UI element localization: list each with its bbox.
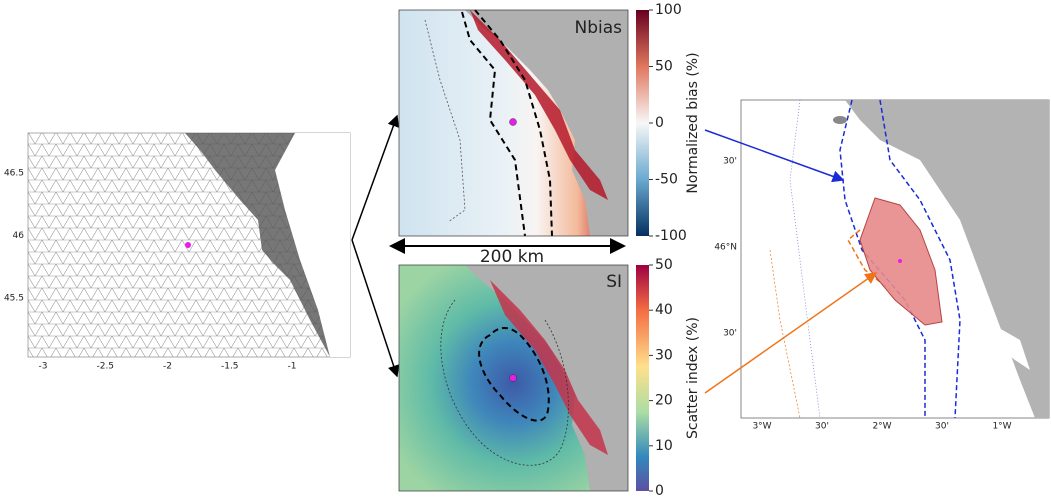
colorbar-tick-label: 100 <box>655 2 682 18</box>
x-tick-label: -3 <box>39 362 48 372</box>
x-tick-label: 1°W <box>992 422 1011 432</box>
panel-label: Nbias <box>574 18 622 38</box>
y-tick-label: 46 <box>13 231 25 241</box>
si-panel: SI <box>399 265 649 491</box>
y-tick-label: 30' <box>723 329 737 339</box>
colorbar-tick-label: 0 <box>655 115 664 131</box>
x-tick-label: 2°W <box>872 422 891 432</box>
x-tick-label: 3°W <box>752 422 771 432</box>
nbias-panel: Nbias <box>399 10 649 236</box>
colorbar-tick-label: 50 <box>655 257 673 273</box>
x-tick-label: -1.5 <box>221 362 239 372</box>
figure: Nbias 200 km SI 46.5 46 45.5 -3 -2.5 -2 -1.5 -1… <box>0 0 1051 497</box>
colorbar-tick-label: 50 <box>655 59 673 75</box>
arrow <box>352 240 397 376</box>
x-tick-label: -1 <box>288 362 297 372</box>
colorbar-tick-label: 0 <box>655 483 664 497</box>
mesh-panel <box>28 133 350 357</box>
buoy-marker <box>510 119 517 126</box>
colorbar-tick-label: 30 <box>655 347 673 363</box>
colorbar-label: Normalized bias (%) <box>685 52 701 193</box>
buoy-marker <box>898 259 902 263</box>
y-tick-label: 45.5 <box>4 294 24 304</box>
y-tick-label: 30' <box>723 157 737 167</box>
colorbar-label: Scatter index (%) <box>685 317 701 439</box>
colorbar <box>636 10 649 236</box>
colorbar-tick-label: 20 <box>655 393 673 409</box>
panel-label: SI <box>606 272 622 292</box>
island <box>833 116 847 124</box>
buoy-marker <box>185 242 191 248</box>
buoy-marker <box>510 375 517 382</box>
colorbar-tick-label: 40 <box>655 302 673 318</box>
scale-label: 200 km <box>480 247 544 267</box>
arrow <box>352 116 397 240</box>
x-tick-label: 30' <box>935 422 949 432</box>
colorbar-tick-label: -50 <box>655 172 678 188</box>
x-tick-label: -2.5 <box>96 362 114 372</box>
y-tick-label: 46.5 <box>4 169 24 179</box>
colorbar-tick-label: -100 <box>655 228 687 244</box>
colorbar <box>636 265 649 491</box>
colorbar-tick-label: 10 <box>655 438 673 454</box>
y-tick-label: 46°N <box>714 243 737 253</box>
x-tick-label: -2 <box>163 362 172 372</box>
x-tick-label: 30' <box>815 422 829 432</box>
zoom-map <box>741 100 1049 418</box>
